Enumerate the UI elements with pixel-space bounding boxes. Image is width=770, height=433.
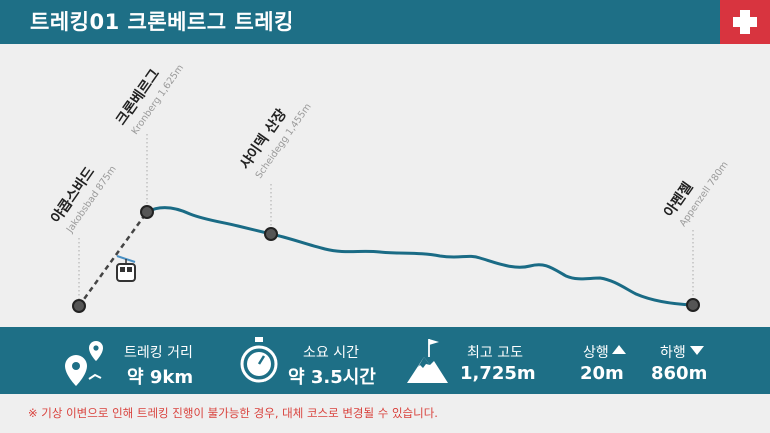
- marker-appenzell: [686, 298, 700, 312]
- page-title: 트레킹01 크론베르그 트레킹: [30, 10, 294, 34]
- triangle-up-icon: [612, 345, 626, 354]
- stat-label-distance: 트레킹 거리: [124, 345, 193, 361]
- stat-value-distance: 약 9km: [127, 367, 194, 388]
- footnote: ※ 기상 이변으로 인해 트레킹 진행이 불가능한 경우, 대체 코스로 변경될…: [28, 406, 438, 420]
- stat-label-ascent: 상행: [583, 345, 609, 361]
- mountain-flag-icon: [407, 339, 448, 383]
- stat-label-altitude: 최고 고도: [467, 345, 523, 361]
- swiss-flag-icon: [720, 0, 770, 44]
- marker-scheidegg: [264, 227, 278, 241]
- stat-label-time: 소요 시간: [303, 345, 359, 361]
- stat-value-altitude: 1,725m: [460, 363, 536, 384]
- trail-line: [145, 206, 695, 307]
- stat-value-descent: 860m: [651, 363, 708, 384]
- cable-car-icon: [116, 255, 136, 282]
- stat-value-time: 약 3.5시간: [288, 367, 376, 388]
- stats-bar: 트레킹 거리 약 9km 소요 시간 약 3.5시간 최고 고도 1,725m …: [0, 327, 770, 394]
- stopwatch-icon: [240, 337, 278, 383]
- header-bar: 트레킹01 크론베르그 트레킹: [0, 0, 770, 44]
- triangle-down-icon: [690, 346, 704, 355]
- marker-kronberg: [140, 205, 154, 219]
- cable-car-line: [77, 211, 149, 307]
- elevation-profile: 야콥스바드 Jakobsbad 875m 크론베르그 Kronberg 1,62…: [47, 63, 731, 313]
- stat-label-descent: 하행: [660, 345, 686, 361]
- map-pin-icon: [65, 341, 103, 386]
- stat-value-ascent: 20m: [580, 363, 624, 384]
- marker-jakobsbad: [72, 299, 86, 313]
